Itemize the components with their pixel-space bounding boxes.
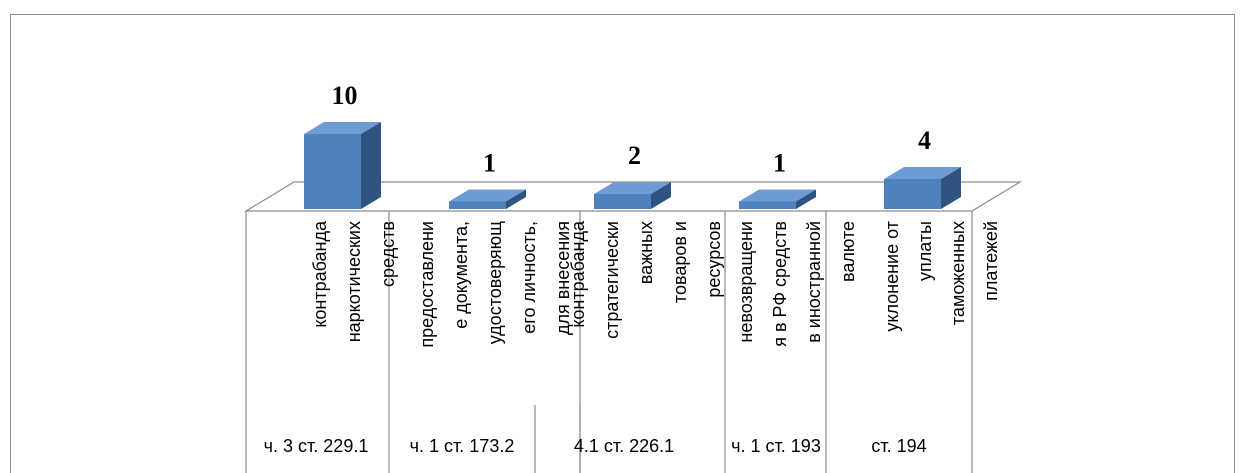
category-label: товаров и [670, 221, 690, 303]
category-label: средств [378, 221, 398, 287]
bar-top [884, 167, 961, 179]
category-label: контрабанда [568, 220, 588, 328]
category-label: важных [636, 221, 656, 284]
category-label: для внесения [553, 221, 573, 335]
category-label: наркотических [344, 221, 364, 342]
category-label: удостоверяющ [485, 221, 505, 344]
bar-side [361, 122, 381, 209]
bar [594, 194, 651, 209]
data-label: 1 [773, 149, 786, 178]
data-label: 10 [332, 81, 358, 110]
bar-side [651, 182, 671, 209]
category-label: невозвращени [736, 221, 756, 343]
bar-top [304, 122, 381, 134]
data-label: 4 [918, 126, 931, 155]
group-label: ч. 1 ст. 193 [731, 436, 821, 456]
bar-side [941, 167, 961, 209]
category-label: я в РФ средств [770, 221, 790, 347]
group-label: ч. 3 ст. 229.1 [264, 436, 369, 456]
group-label: ст. 194 [871, 436, 926, 456]
bar-side [506, 189, 526, 209]
category-label: предоставлени [417, 221, 437, 348]
category-label: валюте [838, 221, 858, 282]
category-label: платежей [981, 221, 1001, 301]
bar-top [594, 182, 671, 194]
bar [304, 134, 361, 209]
bar [449, 201, 506, 209]
group-label: ч. 1 ст. 173.2 [410, 436, 515, 456]
data-label: 2 [628, 141, 641, 170]
category-label: в иностранной [804, 221, 824, 343]
group-label: 4.1 ст. 226.1 [574, 436, 674, 456]
category-label: е документа, [451, 221, 471, 329]
category-label: стратегически [602, 221, 622, 339]
data-label: 1 [483, 149, 496, 178]
category-label: контрабанда [310, 220, 330, 328]
bar [884, 179, 941, 209]
category-label: уплаты [915, 221, 935, 281]
category-label: его личность, [519, 221, 539, 334]
category-label: ресурсов [704, 221, 724, 298]
chart-frame [10, 14, 1235, 473]
bar [739, 201, 796, 209]
chart-floor [243, 181, 1023, 212]
bar-top [449, 189, 526, 202]
bar-side [796, 189, 816, 209]
category-label: таможенных [948, 221, 968, 325]
category-label: уклонение от [882, 221, 902, 332]
bar-top [739, 189, 816, 202]
